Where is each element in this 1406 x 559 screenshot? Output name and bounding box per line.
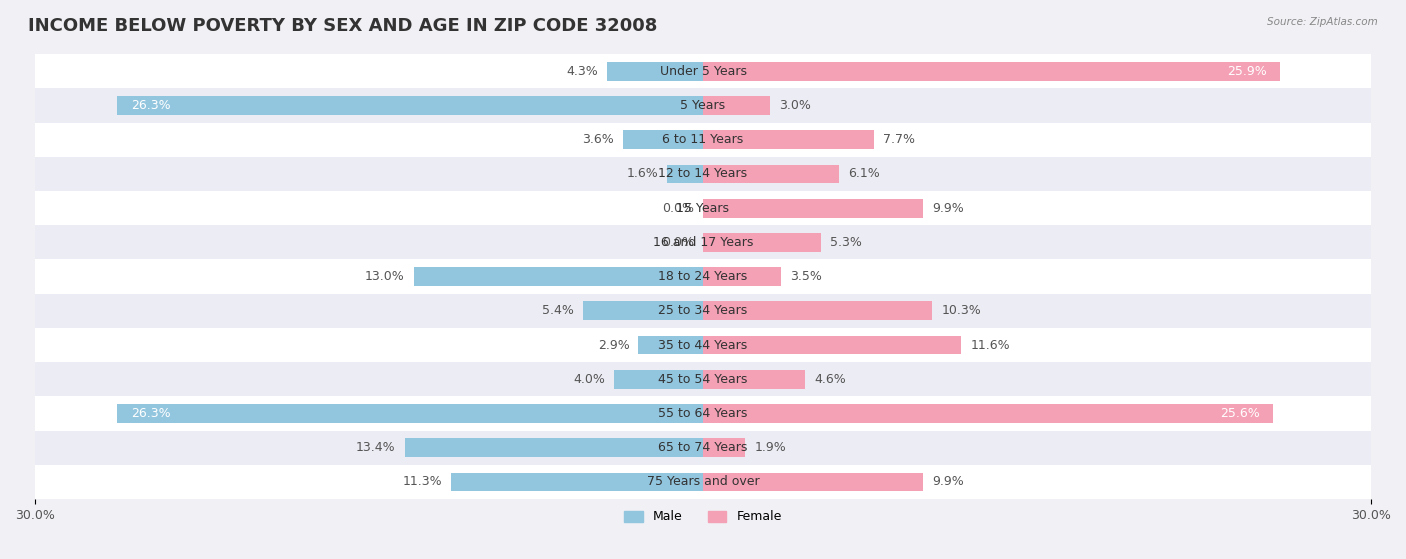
Text: 75 Years and over: 75 Years and over: [647, 476, 759, 489]
Text: 13.4%: 13.4%: [356, 441, 395, 454]
Text: 26.3%: 26.3%: [131, 99, 170, 112]
Bar: [703, 96, 770, 115]
Bar: [703, 438, 745, 457]
Bar: [703, 233, 821, 252]
Text: 12 to 14 Years: 12 to 14 Years: [658, 167, 748, 181]
Text: 6 to 11 Years: 6 to 11 Years: [662, 133, 744, 146]
Bar: [703, 199, 924, 217]
Bar: [703, 335, 962, 354]
Text: 3.6%: 3.6%: [582, 133, 614, 146]
Bar: [614, 370, 703, 389]
Bar: [413, 267, 703, 286]
Text: 3.5%: 3.5%: [790, 270, 821, 283]
Bar: [117, 404, 703, 423]
Text: 7.7%: 7.7%: [883, 133, 915, 146]
Bar: [703, 301, 932, 320]
Bar: [35, 430, 1371, 465]
Bar: [117, 96, 703, 115]
Bar: [607, 62, 703, 80]
Bar: [703, 62, 1279, 80]
Text: 4.6%: 4.6%: [814, 373, 846, 386]
Text: 11.3%: 11.3%: [404, 476, 443, 489]
Text: 5.3%: 5.3%: [830, 236, 862, 249]
Text: 16 and 17 Years: 16 and 17 Years: [652, 236, 754, 249]
Bar: [35, 362, 1371, 396]
Bar: [668, 164, 703, 183]
Text: 0.0%: 0.0%: [662, 236, 695, 249]
Text: 65 to 74 Years: 65 to 74 Years: [658, 441, 748, 454]
Bar: [35, 191, 1371, 225]
Text: 10.3%: 10.3%: [941, 304, 981, 318]
Text: Under 5 Years: Under 5 Years: [659, 65, 747, 78]
Bar: [35, 259, 1371, 293]
Text: 11.6%: 11.6%: [970, 339, 1010, 352]
Text: 4.0%: 4.0%: [574, 373, 605, 386]
Text: 13.0%: 13.0%: [364, 270, 405, 283]
Text: Source: ZipAtlas.com: Source: ZipAtlas.com: [1267, 17, 1378, 27]
Text: 3.0%: 3.0%: [779, 99, 811, 112]
Text: 9.9%: 9.9%: [932, 476, 965, 489]
Text: 15 Years: 15 Years: [676, 202, 730, 215]
Bar: [35, 54, 1371, 88]
Text: 45 to 54 Years: 45 to 54 Years: [658, 373, 748, 386]
Bar: [582, 301, 703, 320]
Bar: [703, 267, 780, 286]
Text: 25.9%: 25.9%: [1226, 65, 1267, 78]
Bar: [703, 164, 839, 183]
Text: 1.6%: 1.6%: [627, 167, 658, 181]
Bar: [35, 122, 1371, 157]
Text: 2.9%: 2.9%: [598, 339, 630, 352]
Text: 35 to 44 Years: 35 to 44 Years: [658, 339, 748, 352]
Text: 25 to 34 Years: 25 to 34 Years: [658, 304, 748, 318]
Bar: [703, 370, 806, 389]
Text: 0.0%: 0.0%: [662, 202, 695, 215]
Bar: [638, 335, 703, 354]
Text: 25.6%: 25.6%: [1220, 407, 1260, 420]
Bar: [35, 88, 1371, 122]
Text: INCOME BELOW POVERTY BY SEX AND AGE IN ZIP CODE 32008: INCOME BELOW POVERTY BY SEX AND AGE IN Z…: [28, 17, 658, 35]
Bar: [35, 396, 1371, 430]
Text: 1.9%: 1.9%: [754, 441, 786, 454]
Bar: [35, 293, 1371, 328]
Text: 55 to 64 Years: 55 to 64 Years: [658, 407, 748, 420]
Bar: [35, 157, 1371, 191]
Text: 4.3%: 4.3%: [567, 65, 599, 78]
Bar: [405, 438, 703, 457]
Bar: [35, 225, 1371, 259]
Bar: [35, 465, 1371, 499]
Text: 18 to 24 Years: 18 to 24 Years: [658, 270, 748, 283]
Bar: [35, 328, 1371, 362]
Text: 9.9%: 9.9%: [932, 202, 965, 215]
Bar: [451, 472, 703, 491]
Text: 26.3%: 26.3%: [131, 407, 170, 420]
Legend: Male, Female: Male, Female: [619, 505, 787, 528]
Bar: [623, 130, 703, 149]
Bar: [703, 130, 875, 149]
Text: 5 Years: 5 Years: [681, 99, 725, 112]
Text: 6.1%: 6.1%: [848, 167, 880, 181]
Bar: [703, 472, 924, 491]
Bar: [703, 404, 1272, 423]
Text: 5.4%: 5.4%: [541, 304, 574, 318]
